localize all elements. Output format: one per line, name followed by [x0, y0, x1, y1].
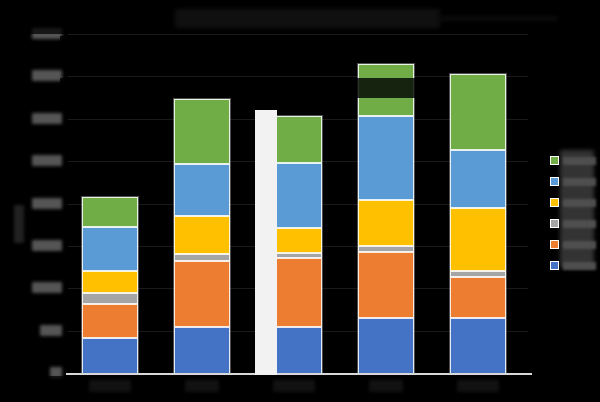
- legend-item[interactable]: [546, 171, 598, 192]
- bar-segment[interactable]: [174, 163, 230, 217]
- bar-column[interactable]: [82, 196, 138, 374]
- y-axis-tick-label: [32, 155, 62, 167]
- bar-segment[interactable]: [450, 207, 506, 271]
- x-axis-line: [66, 373, 532, 375]
- bar-segment[interactable]: [358, 116, 414, 201]
- legend-item-label: [563, 261, 596, 270]
- legend-swatch-icon: [550, 156, 559, 165]
- x-axis-tick-label: [273, 380, 315, 392]
- bar-segment[interactable]: [358, 318, 414, 374]
- legend-item[interactable]: [546, 150, 598, 171]
- bar-segment[interactable]: [358, 63, 414, 117]
- y-axis-tick-label: [32, 112, 62, 124]
- legend-swatch-icon: [550, 219, 559, 228]
- bar-segment[interactable]: [174, 216, 230, 254]
- plot-area: [68, 34, 530, 374]
- bar-segment[interactable]: [174, 253, 230, 262]
- bar-column[interactable]: [450, 74, 506, 374]
- bar-segment[interactable]: [174, 261, 230, 327]
- legend: [546, 150, 598, 276]
- x-axis-tick-label: [89, 380, 131, 392]
- legend-swatch-icon: [550, 177, 559, 186]
- bar-column[interactable]: [266, 115, 322, 374]
- legend-swatch-icon: [550, 240, 559, 249]
- gridline: [68, 34, 528, 35]
- bar-segment[interactable]: [358, 246, 414, 252]
- bar-segment[interactable]: [174, 326, 230, 374]
- bar-segment[interactable]: [82, 303, 138, 338]
- y-axis-tick-label: [32, 282, 62, 294]
- legend-item[interactable]: [546, 255, 598, 276]
- bar-segment[interactable]: [82, 270, 138, 293]
- y-axis-title: [14, 205, 24, 243]
- legend-item[interactable]: [546, 192, 598, 213]
- bar-segment[interactable]: [266, 326, 322, 374]
- legend-item-label: [563, 219, 596, 228]
- bar-column[interactable]: [174, 98, 230, 374]
- bar-segment[interactable]: [358, 200, 414, 247]
- x-axis-tick-label: [369, 380, 403, 392]
- bar-segment[interactable]: [82, 337, 138, 374]
- legend-swatch-icon: [550, 261, 559, 270]
- gridline: [68, 76, 528, 78]
- legend-item[interactable]: [546, 234, 598, 255]
- chart-title-underline: [438, 16, 558, 21]
- legend-item[interactable]: [546, 213, 598, 234]
- bar-segment[interactable]: [450, 277, 506, 319]
- bar-segment[interactable]: [82, 226, 138, 271]
- bar-segment[interactable]: [450, 270, 506, 278]
- y-axis-tick-label: [32, 70, 62, 82]
- bar-segment[interactable]: [174, 98, 230, 164]
- bar-segment[interactable]: [82, 292, 138, 304]
- legend-item-label: [563, 198, 596, 207]
- y-axis-tick-label: [32, 197, 62, 209]
- legend-swatch-icon: [550, 198, 559, 207]
- x-axis-tick-label: [457, 380, 499, 392]
- x-axis-tick-label: [185, 380, 219, 392]
- bar-segment[interactable]: [82, 196, 138, 227]
- chart-title: [175, 9, 440, 28]
- bar-segment[interactable]: [358, 251, 414, 319]
- legend-item-label: [563, 240, 596, 249]
- bar-segment[interactable]: [266, 115, 322, 164]
- legend-item-label: [563, 177, 596, 186]
- y-axis-tick-label: [32, 28, 62, 39]
- legend-item-label: [563, 156, 596, 165]
- y-axis-tick-label: [40, 324, 62, 336]
- y-axis-tick-label: [32, 239, 62, 251]
- bar-segment[interactable]: [450, 318, 506, 374]
- y-axis-tick-label: [50, 367, 62, 378]
- bar-segment[interactable]: [450, 74, 506, 151]
- bar-column[interactable]: [358, 63, 414, 374]
- bar-segment[interactable]: [266, 228, 322, 253]
- bar-segment[interactable]: [266, 257, 322, 327]
- bar-segment[interactable]: [266, 163, 322, 229]
- bar-segment[interactable]: [450, 150, 506, 208]
